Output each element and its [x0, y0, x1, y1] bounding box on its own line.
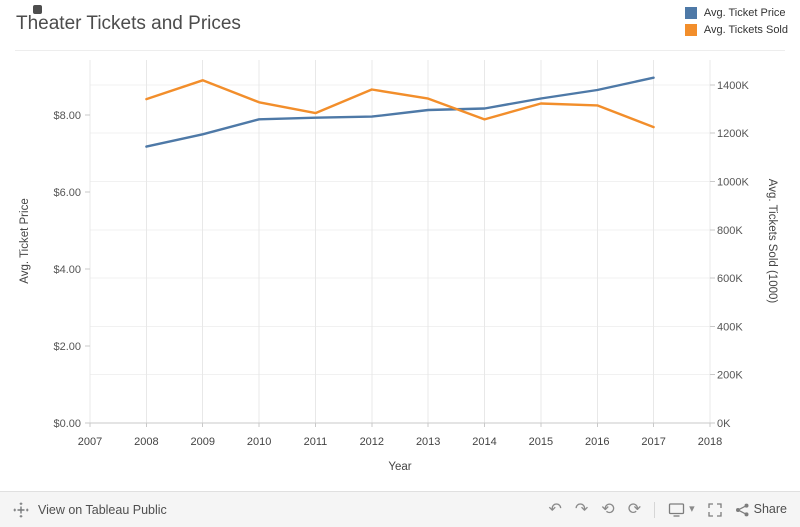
viz-options-icon[interactable] [33, 5, 42, 14]
reset-icon: ⟲ [601, 500, 615, 518]
x-axis-tick-label: 2014 [472, 436, 496, 448]
x-axis-tick-label: 2015 [529, 436, 553, 448]
right-axis-tick-label: 1400K [717, 80, 749, 92]
x-axis-tick-label: 2008 [134, 436, 158, 448]
toolbar-separator [654, 501, 656, 518]
header-divider [15, 50, 785, 51]
share-button[interactable]: Share [735, 503, 787, 517]
right-axis-tick-label: 800K [717, 225, 743, 237]
page-title: Theater Tickets and Prices [16, 13, 241, 34]
right-axis-tick-label: 200K [717, 370, 743, 382]
reset-button[interactable]: ⟲ [601, 500, 615, 518]
x-axis-title: Year [388, 461, 411, 473]
toolbar-right: ↶ ↷ ⟲ ⟳ ▾ [548, 500, 787, 518]
caret-down-icon: ▾ [689, 503, 695, 515]
x-axis-tick-label: 2016 [585, 436, 609, 448]
share-icon [735, 503, 750, 517]
right-axis-tick-label: 0K [717, 418, 731, 430]
horizontal-gridlines [90, 84, 710, 376]
right-axis-title: Avg. Tickets Sold (1000) [766, 179, 778, 304]
download-button[interactable]: ▾ [668, 502, 695, 517]
left-axis-tick-label: $8.00 [53, 110, 81, 122]
right-axis-tick-label: 600K [717, 273, 743, 285]
refresh-icon: ⟳ [627, 500, 642, 518]
fullscreen-icon [707, 502, 722, 517]
legend-item[interactable]: Avg. Tickets Sold [684, 24, 788, 36]
x-axis-tick-label: 2007 [78, 436, 102, 448]
download-icon [668, 502, 685, 517]
axis-lines [85, 84, 715, 427]
left-axis-tick-label: $0.00 [53, 418, 81, 430]
x-axis-tick-label: 2017 [641, 436, 665, 448]
x-axis-tick-label: 2018 [698, 436, 722, 448]
undo-icon: ↶ [548, 500, 562, 518]
undo-button[interactable]: ↶ [548, 500, 562, 518]
view-on-tableau-public-link[interactable]: View on Tableau Public [38, 502, 167, 517]
left-axis-tick-label: $6.00 [53, 187, 81, 199]
legend-swatch [684, 24, 697, 36]
x-axis-tick-label: 2012 [360, 436, 384, 448]
toolbar: View on Tableau Public ↶ ↷ ⟲ ⟳ [0, 491, 800, 527]
legend-swatch [684, 7, 697, 19]
left-axis-title: Avg. Ticket Price [19, 198, 31, 283]
refresh-button[interactable]: ⟳ [627, 500, 642, 518]
legend: Avg. Ticket Price Avg. Tickets Sold [684, 7, 788, 36]
series-line-avg-tickets-sold[interactable] [145, 79, 655, 129]
x-axis-tick-label: 2011 [304, 436, 328, 448]
series-line-avg-ticket-price[interactable] [145, 76, 655, 148]
x-axis-tick-label: 2013 [416, 436, 440, 448]
share-button-label: Share [753, 502, 787, 517]
x-axis-tick-label: 2010 [247, 436, 271, 448]
legend-item[interactable]: Avg. Ticket Price [684, 7, 788, 19]
right-axis-tick-label: 1000K [717, 176, 749, 188]
fullscreen-button[interactable] [707, 502, 722, 517]
chart-canvas: $0.00 $2.00 $4.00 $6.00 $8.00 0K 200K 400K 600K 8… [19, 60, 778, 473]
legend-label: Avg. Tickets Sold [703, 24, 788, 36]
tableau-logo[interactable] [13, 502, 29, 518]
legend-label: Avg. Ticket Price [703, 7, 786, 19]
right-axis-tick-label: 1200K [717, 128, 749, 140]
toolbar-left: View on Tableau Public [13, 502, 167, 518]
left-axis-tick-label: $2.00 [53, 341, 81, 353]
right-axis-tick-label: 400K [717, 321, 743, 333]
x-axis-tick-label: 2009 [190, 436, 214, 448]
left-axis-tick-label: $4.00 [53, 264, 81, 276]
redo-icon: ↷ [574, 500, 589, 518]
redo-button[interactable]: ↷ [574, 500, 589, 518]
